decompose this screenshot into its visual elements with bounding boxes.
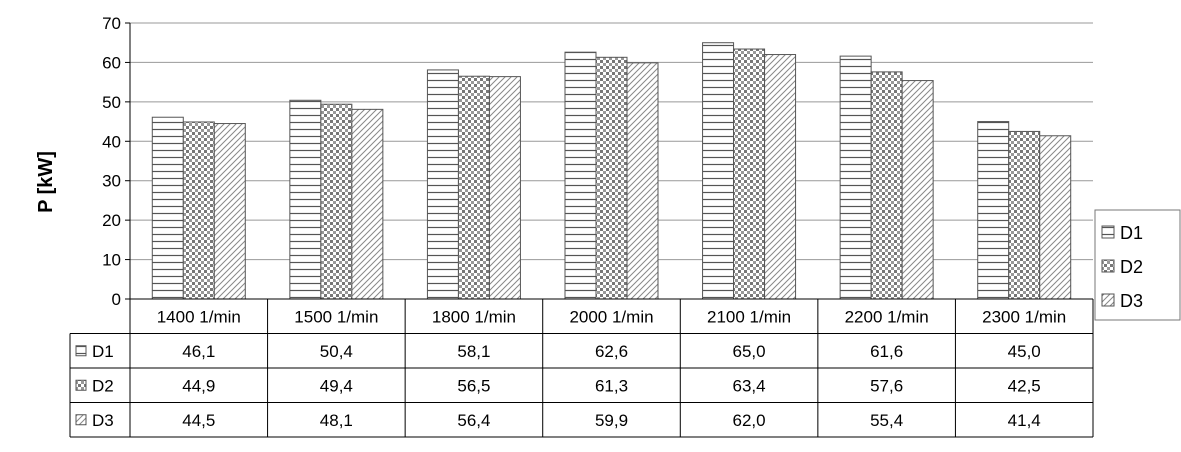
bar-d2-4: [733, 48, 766, 300]
y-axis: P [kW] 0 10 20 30 40 50 60 70: [35, 14, 131, 309]
data-label: 63,4: [733, 376, 766, 395]
y-tick-label: 0: [112, 290, 121, 309]
data-label: 61,3: [595, 376, 628, 395]
bar-d3-5: [901, 80, 934, 300]
table-legend-key: [75, 414, 87, 426]
x-tick-label: 1400 1/min: [157, 307, 241, 326]
x-tick-label: 2000 1/min: [569, 307, 653, 326]
legend: D1 D2 D3: [1094, 208, 1181, 321]
data-label: 48,1: [320, 411, 353, 430]
y-tick-label: 10: [102, 251, 121, 270]
legend-key-d2: [1101, 259, 1115, 273]
data-label: 62,0: [733, 411, 766, 430]
bar-d3-0: [213, 123, 246, 300]
bars: [151, 42, 1072, 300]
data-label: 45,0: [1008, 342, 1041, 361]
y-tick-label: 60: [102, 53, 121, 72]
legend-label-d2: D2: [1120, 257, 1143, 277]
table-legend-key: [75, 345, 87, 357]
data-label: 56,4: [457, 411, 490, 430]
table-legend-key: [75, 379, 87, 391]
bar-d1-0: [151, 116, 184, 300]
data-label: 44,9: [182, 376, 215, 395]
data-label: 42,5: [1008, 376, 1041, 395]
data-label: 56,5: [457, 376, 490, 395]
legend-label-d1: D1: [1120, 223, 1143, 243]
data-label: 65,0: [733, 342, 766, 361]
bar-d2-2: [457, 75, 490, 300]
x-tick-label: 2200 1/min: [845, 307, 929, 326]
bar-d1-1: [289, 99, 322, 300]
x-tick-label: 1800 1/min: [432, 307, 516, 326]
data-label: 46,1: [182, 342, 215, 361]
table-series-label: D2: [92, 376, 114, 395]
legend-key-d1: [1101, 225, 1115, 239]
bar-d3-1: [351, 108, 384, 300]
bar-d2-3: [595, 56, 628, 300]
bar-d1-2: [426, 69, 459, 300]
bar-d2-6: [1008, 130, 1041, 300]
data-label: 59,9: [595, 411, 628, 430]
x-tick-label: 2300 1/min: [982, 307, 1066, 326]
bar-d2-0: [182, 121, 215, 300]
data-label: 44,5: [182, 411, 215, 430]
data-label: 55,4: [870, 411, 903, 430]
legend-anchor: [1095, 208, 1180, 209]
y-tick-label: 40: [102, 132, 121, 151]
y-axis-label: P [kW]: [35, 151, 57, 213]
data-table: 1400 1/min 1500 1/min 1800 1/min 2000 1/min…: [69, 298, 1094, 438]
bar-d1-4: [702, 42, 735, 300]
data-label: 62,6: [595, 342, 628, 361]
data-label: 61,6: [870, 342, 903, 361]
bar-d3-2: [488, 76, 521, 300]
data-label: 57,6: [870, 376, 903, 395]
bar-d3-6: [1039, 135, 1072, 300]
bar-d1-6: [977, 121, 1010, 300]
bar-d2-5: [870, 71, 903, 300]
bar-d3-3: [626, 62, 659, 300]
bar-d1-5: [839, 55, 872, 300]
data-label: 50,4: [320, 342, 353, 361]
legend-label-d3: D3: [1120, 291, 1143, 311]
x-tick-label: 2100 1/min: [707, 307, 791, 326]
data-label: 49,4: [320, 376, 353, 395]
bar-d2-1: [320, 103, 353, 300]
y-tick-label: 30: [102, 172, 121, 191]
y-tick-label: 70: [102, 14, 121, 33]
legend-key-d3: [1101, 293, 1115, 307]
y-tick-label: 50: [102, 93, 121, 112]
data-label: 58,1: [457, 342, 490, 361]
y-tick-label: 20: [102, 211, 121, 230]
x-tick-label: 1500 1/min: [294, 307, 378, 326]
table-series-label: D1: [92, 342, 114, 361]
bar-d3-4: [764, 54, 797, 300]
table-series-label: D3: [92, 411, 114, 430]
data-label: 41,4: [1008, 411, 1041, 430]
bar-d1-3: [564, 51, 597, 300]
